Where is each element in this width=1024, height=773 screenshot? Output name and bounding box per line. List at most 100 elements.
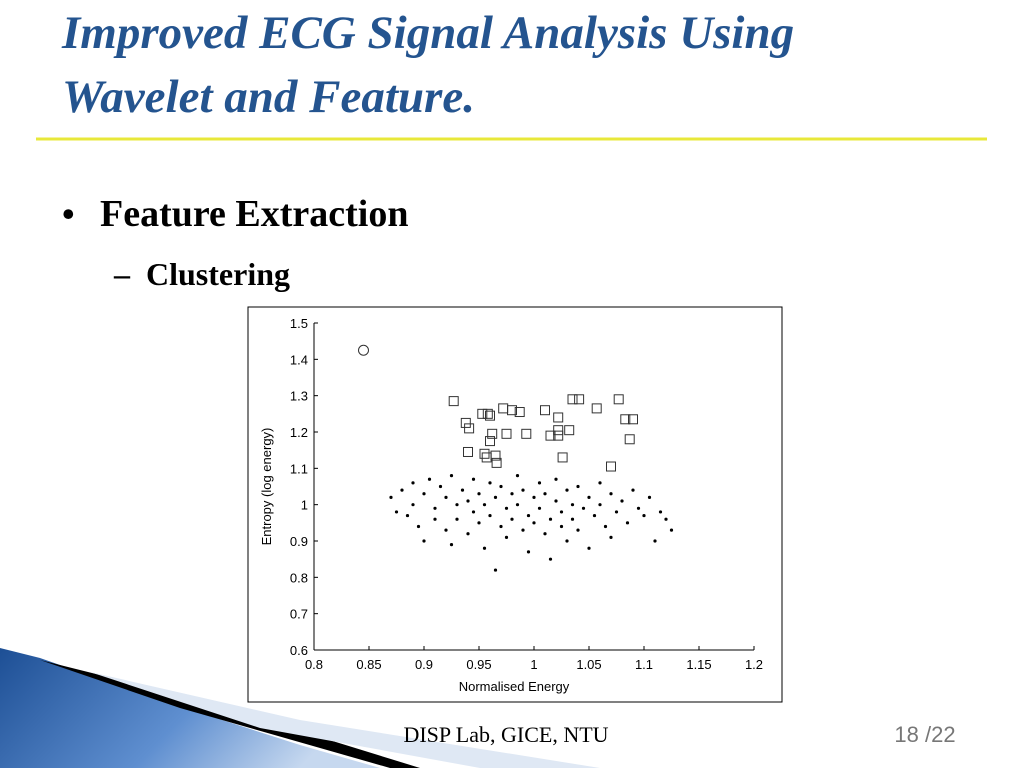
sub-bullet: Clustering bbox=[146, 256, 290, 292]
point bbox=[559, 510, 564, 514]
point bbox=[574, 394, 585, 405]
y-tick-label: 0.7 bbox=[290, 607, 308, 622]
point bbox=[532, 495, 536, 499]
x-axis-label: Normalised Energy bbox=[459, 679, 570, 694]
point bbox=[488, 481, 492, 485]
point bbox=[448, 396, 459, 407]
x-tick-label: 1.1 bbox=[635, 657, 653, 672]
bullet-marker: • bbox=[62, 194, 75, 234]
y-tick-label: 1.4 bbox=[290, 352, 308, 367]
point bbox=[405, 513, 410, 518]
footer: DISP Lab, GICE, NTU bbox=[403, 722, 608, 747]
point bbox=[658, 510, 663, 514]
point bbox=[624, 434, 635, 445]
point bbox=[543, 532, 547, 536]
point bbox=[477, 492, 481, 496]
sub-bullet-marker: – bbox=[113, 256, 131, 292]
point bbox=[614, 510, 619, 514]
point bbox=[526, 550, 531, 554]
point bbox=[553, 412, 564, 423]
point bbox=[620, 414, 631, 425]
point bbox=[485, 410, 495, 421]
point bbox=[400, 488, 404, 492]
title: Improved ECG Signal Analysis Using bbox=[61, 7, 794, 59]
point bbox=[576, 484, 580, 489]
point bbox=[493, 568, 498, 572]
point bbox=[540, 405, 550, 416]
point bbox=[628, 414, 638, 425]
x-tick-label: 1.2 bbox=[745, 657, 763, 672]
point bbox=[565, 539, 569, 543]
point bbox=[411, 503, 415, 507]
point bbox=[477, 521, 481, 525]
y-tick-label: 1 bbox=[301, 498, 308, 513]
point bbox=[554, 499, 558, 503]
point bbox=[510, 492, 514, 496]
point bbox=[515, 474, 520, 478]
x-tick-label: 0.95 bbox=[466, 657, 491, 672]
point bbox=[647, 495, 652, 499]
point bbox=[554, 477, 558, 481]
point bbox=[515, 503, 520, 507]
point bbox=[548, 517, 553, 521]
point bbox=[664, 517, 668, 521]
y-tick-label: 0.9 bbox=[290, 534, 308, 549]
point bbox=[587, 495, 591, 499]
point bbox=[449, 543, 454, 547]
point bbox=[570, 503, 575, 507]
y-tick-label: 1.2 bbox=[290, 425, 308, 440]
y-tick-label: 0.8 bbox=[290, 570, 308, 585]
bullet: Feature Extraction bbox=[100, 193, 409, 235]
point bbox=[449, 474, 454, 478]
point bbox=[482, 503, 487, 507]
point bbox=[479, 448, 490, 459]
point bbox=[389, 495, 393, 499]
y-axis-label: Entropy (log energy) bbox=[259, 428, 274, 546]
point bbox=[642, 513, 646, 518]
point bbox=[537, 481, 542, 485]
point bbox=[466, 499, 470, 503]
x-tick-label: 0.85 bbox=[356, 657, 381, 672]
point bbox=[609, 535, 613, 539]
point bbox=[526, 513, 531, 518]
x-tick-label: 0.9 bbox=[415, 657, 433, 672]
point bbox=[501, 428, 512, 439]
point bbox=[471, 510, 476, 514]
point bbox=[504, 506, 509, 510]
point bbox=[543, 492, 547, 496]
y-tick-label: 1.1 bbox=[290, 461, 308, 476]
point bbox=[606, 461, 616, 472]
point bbox=[455, 517, 459, 521]
point bbox=[444, 495, 448, 499]
point bbox=[499, 484, 503, 489]
point bbox=[553, 430, 564, 441]
point bbox=[521, 428, 532, 439]
title: Wavelet and Feature. bbox=[62, 71, 475, 123]
point bbox=[564, 425, 575, 436]
point bbox=[416, 524, 421, 529]
y-tick-label: 0.6 bbox=[290, 643, 308, 658]
point bbox=[487, 428, 498, 439]
point bbox=[433, 506, 437, 510]
point bbox=[557, 452, 568, 463]
point bbox=[471, 477, 476, 481]
point bbox=[537, 506, 542, 510]
point bbox=[358, 344, 369, 356]
chart: 0.6 0.7 0.8 0.9 1 1.1 1.2 1.3 1.4 1.5 0.8 0.85 0.9 0.… bbox=[259, 316, 763, 694]
point bbox=[565, 488, 569, 492]
point bbox=[532, 521, 536, 525]
point bbox=[422, 492, 426, 496]
y-tick-label: 1.3 bbox=[290, 389, 308, 404]
point bbox=[581, 506, 586, 510]
point bbox=[625, 521, 630, 525]
point bbox=[514, 407, 525, 418]
x-tick-label: 1.15 bbox=[686, 657, 711, 672]
x-tick-label: 0.8 bbox=[305, 657, 323, 672]
point bbox=[493, 495, 498, 499]
point bbox=[567, 394, 578, 405]
point bbox=[553, 425, 564, 436]
page-number: 18 /22 bbox=[894, 722, 955, 747]
point bbox=[592, 513, 597, 518]
point bbox=[510, 517, 514, 521]
